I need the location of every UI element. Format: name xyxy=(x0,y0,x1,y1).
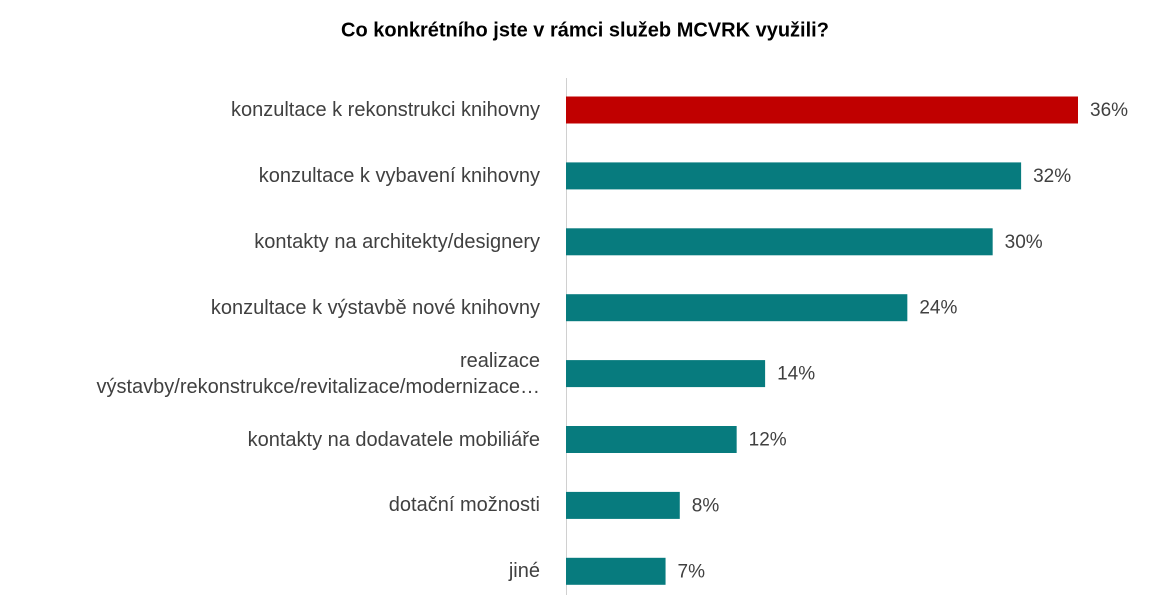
category-label: jiné xyxy=(508,560,540,583)
value-label: 14% xyxy=(777,364,815,385)
value-label: 32% xyxy=(1033,166,1071,187)
value-label: 8% xyxy=(692,495,720,516)
bar xyxy=(566,294,908,322)
value-label: 36% xyxy=(1090,100,1128,121)
value-label: 24% xyxy=(919,298,957,319)
bar xyxy=(566,162,1022,190)
value-label: 7% xyxy=(678,561,706,582)
bar xyxy=(566,426,737,453)
category-label: konzultace k rekonstrukci knihovny xyxy=(230,99,540,121)
category-label: kontakty na dodavatele mobiliáře xyxy=(247,428,540,451)
value-label: 12% xyxy=(749,430,787,451)
value-label: 30% xyxy=(1005,232,1043,253)
bar xyxy=(566,96,1078,124)
category-label: realizace výstavby/rekonstrukce/revitali… xyxy=(96,349,540,398)
category-label: konzultace k výstavbě nové knihovny xyxy=(210,296,540,319)
category-label: kontakty na architekty/designery xyxy=(254,230,540,253)
bar xyxy=(566,360,766,388)
category-label: dotační možnosti xyxy=(388,494,540,517)
bar xyxy=(566,557,666,585)
chart-title: Co konkrétního jste v rámci služeb MCVRK… xyxy=(341,19,829,41)
bar xyxy=(566,228,993,256)
bar xyxy=(566,491,680,519)
category-label: konzultace k vybavení knihovny xyxy=(258,164,540,187)
